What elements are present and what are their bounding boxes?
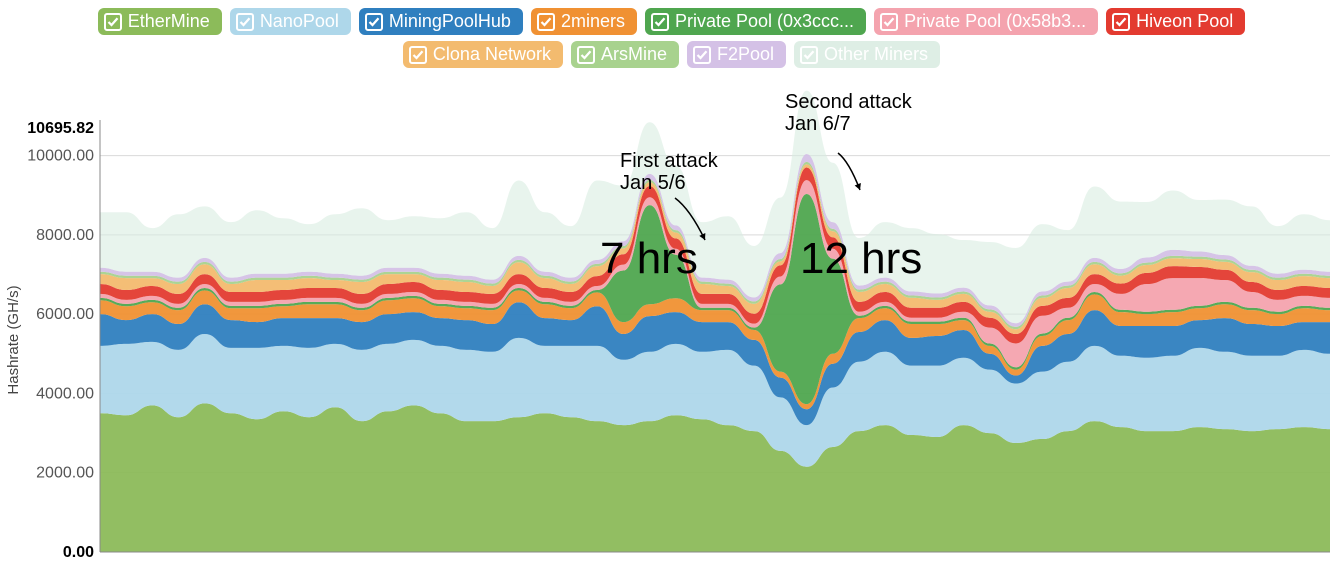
annotation-first-hours: 7 hrs [600, 234, 698, 283]
svg-text:4000.00: 4000.00 [36, 385, 94, 402]
annotation-first-title: First attack [620, 150, 719, 172]
annotation-second-title: Second attack [785, 91, 913, 113]
annotation-second-subtitle: Jan 6/7 [785, 113, 851, 135]
svg-text:0.00: 0.00 [63, 544, 94, 561]
hashrate-chart: 0.00 2000.00 4000.00 6000.00 8000.00 10000.00… [0, 0, 1343, 564]
annotation-first-subtitle: Jan 5/6 [620, 172, 686, 194]
svg-text:10695.82: 10695.82 [27, 120, 94, 137]
svg-text:8000.00: 8000.00 [36, 227, 94, 244]
annotation-second-hours: 12 hrs [800, 234, 922, 283]
y-axis-title: Hashrate (GH/s) [5, 285, 22, 394]
svg-text:6000.00: 6000.00 [36, 306, 94, 323]
svg-text:10000.00: 10000.00 [27, 148, 94, 165]
svg-text:2000.00: 2000.00 [36, 465, 94, 482]
